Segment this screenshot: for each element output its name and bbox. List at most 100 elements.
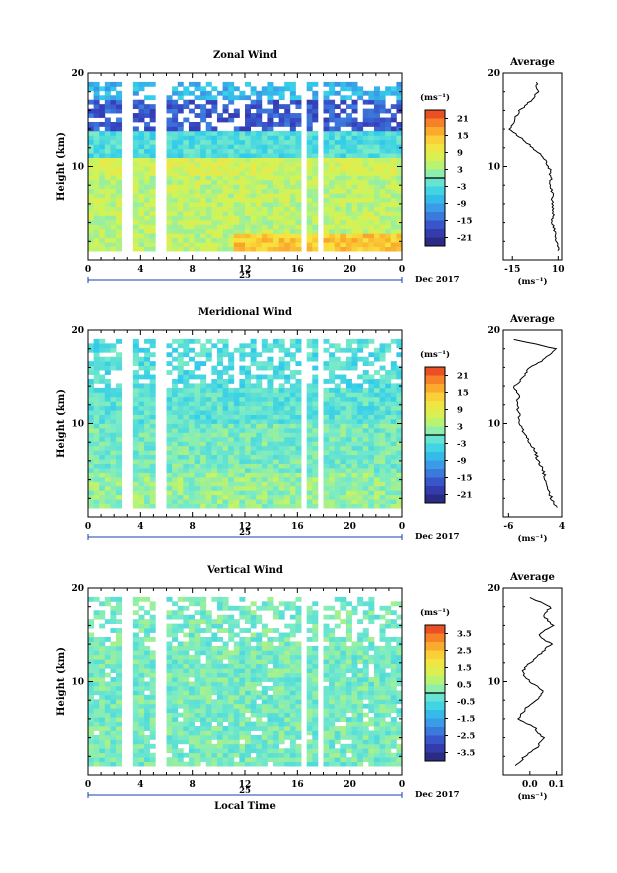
data-cell <box>99 730 106 736</box>
data-cell <box>345 157 352 163</box>
data-cell <box>172 601 179 607</box>
data-cell <box>385 468 392 473</box>
data-cell <box>233 717 240 722</box>
data-cell <box>261 224 268 230</box>
data-cell <box>116 410 123 415</box>
data-cell <box>205 405 212 411</box>
data-cell <box>183 396 190 402</box>
data-cell <box>323 338 330 344</box>
data-cell <box>368 494 375 500</box>
data-cell <box>379 184 386 190</box>
data-cell <box>334 450 341 456</box>
data-cell <box>93 352 100 358</box>
data-cell <box>110 343 117 349</box>
data-cell <box>261 219 268 225</box>
data-cell <box>188 392 195 398</box>
data-cell <box>116 659 123 665</box>
data-cell <box>149 685 156 691</box>
data-cell <box>144 436 151 442</box>
data-cell <box>228 503 235 509</box>
data-cell <box>144 162 151 167</box>
data-cell <box>267 237 274 243</box>
data-cell <box>138 623 145 629</box>
data-cell <box>177 650 184 656</box>
data-cell <box>183 157 190 163</box>
data-cell <box>183 734 190 740</box>
data-cell <box>334 739 341 745</box>
data-cell <box>116 712 123 718</box>
data-cell <box>177 503 184 509</box>
data-cell <box>99 356 106 362</box>
data-cell <box>323 450 330 456</box>
data-cell <box>216 494 223 500</box>
data-cell <box>396 419 403 424</box>
data-cell <box>245 166 252 172</box>
data-cell <box>340 237 347 243</box>
data-cell <box>385 396 392 402</box>
data-cell <box>284 246 291 252</box>
data-cell <box>289 162 296 167</box>
data-cell <box>177 605 184 611</box>
data-cell <box>256 748 263 754</box>
data-cell <box>312 730 319 736</box>
data-cell <box>245 126 252 132</box>
data-cell <box>205 242 212 248</box>
data-cell <box>104 703 111 709</box>
data-cell <box>144 650 151 656</box>
data-cell <box>340 202 347 207</box>
data-cell <box>194 211 201 216</box>
data-cell <box>222 481 229 487</box>
data-cell <box>93 645 100 651</box>
data-cell <box>373 476 380 482</box>
data-cell <box>93 654 100 660</box>
data-cell <box>138 113 145 118</box>
data-cell <box>261 441 268 447</box>
data-cell <box>340 387 347 393</box>
data-cell <box>362 179 369 185</box>
data-cell <box>273 228 280 234</box>
data-cell <box>295 650 302 656</box>
data-cell <box>289 623 296 629</box>
data-cell <box>172 752 179 758</box>
data-cell <box>373 459 380 464</box>
data-cell <box>144 476 151 482</box>
data-cell <box>88 365 95 371</box>
data-cell <box>295 752 302 758</box>
colorbar-swatch <box>425 186 445 196</box>
data-cell <box>323 162 330 167</box>
data-cell <box>239 663 246 669</box>
data-cell <box>278 739 285 745</box>
data-cell <box>323 104 330 110</box>
data-cell <box>368 170 375 176</box>
data-cell <box>295 472 302 478</box>
data-cell <box>149 485 156 491</box>
data-cell <box>345 202 352 207</box>
data-cell <box>368 193 375 199</box>
data-cell <box>194 153 201 158</box>
data-cell <box>216 601 223 607</box>
data-cell <box>357 206 364 212</box>
data-cell <box>166 699 173 705</box>
data-cell <box>222 685 229 691</box>
data-cell <box>172 708 179 714</box>
data-cell <box>132 636 139 642</box>
data-cell <box>239 202 246 207</box>
data-cell <box>99 672 106 678</box>
data-cell <box>194 650 201 656</box>
data-cell <box>110 628 117 633</box>
data-cell <box>289 95 296 101</box>
data-cell <box>116 485 123 491</box>
data-cell <box>267 650 274 656</box>
data-cell <box>289 184 296 190</box>
data-cell <box>329 237 336 243</box>
data-cell <box>188 126 195 132</box>
data-cell <box>172 726 179 731</box>
data-cell <box>216 211 223 216</box>
data-cell <box>110 485 117 491</box>
data-cell <box>216 441 223 447</box>
data-cell <box>99 748 106 754</box>
data-cell <box>334 650 341 656</box>
data-cell <box>93 233 100 239</box>
data-cell <box>216 219 223 225</box>
data-cell <box>289 494 296 500</box>
